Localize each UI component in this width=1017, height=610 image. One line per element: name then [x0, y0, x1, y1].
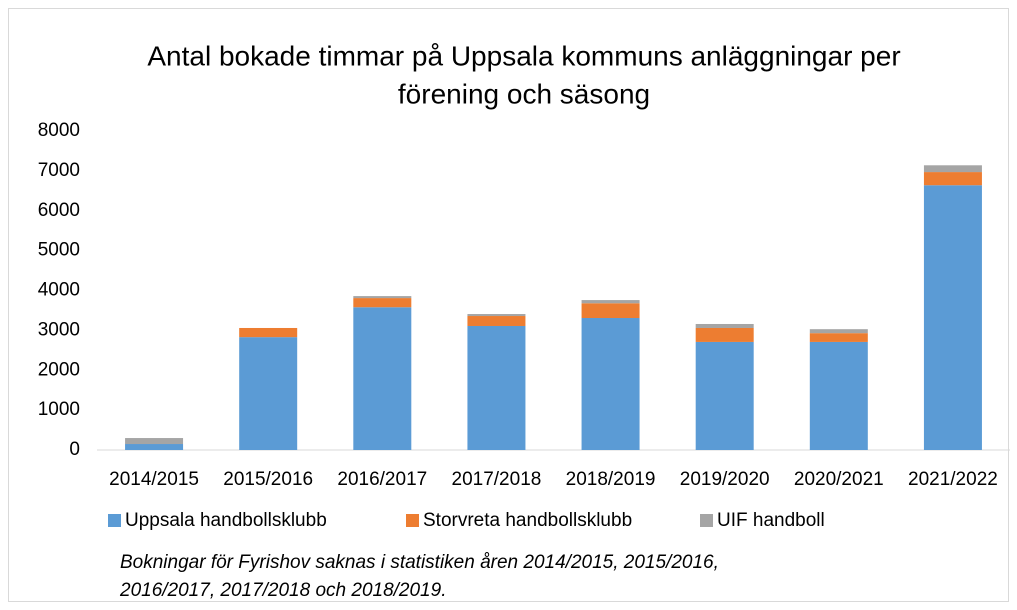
bar-segment [239, 327, 298, 338]
y-tick-label: 7000 [38, 160, 80, 181]
y-tick-label: 2000 [38, 359, 80, 380]
chart-title: Antal bokade timmar på Uppsala kommuns a… [147, 40, 900, 71]
legend-swatch [700, 514, 713, 527]
legend-label: UIF handboll [717, 510, 825, 531]
bar-segment [467, 325, 526, 450]
bar-segment [467, 316, 526, 326]
x-tick-label: 2016/2017 [337, 469, 427, 490]
bar-segment [695, 327, 754, 342]
bar-segment [809, 341, 868, 450]
bar-segment [923, 172, 982, 186]
bar-segment [809, 329, 868, 334]
y-tick-label: 4000 [38, 280, 80, 301]
bar-segment [923, 165, 982, 173]
x-tick-label: 2021/2022 [908, 469, 998, 490]
x-tick-label: 2014/2015 [109, 469, 199, 490]
x-tick-label: 2018/2019 [566, 469, 656, 490]
bar-segment [467, 314, 526, 317]
x-tick-label: 2017/2018 [452, 469, 542, 490]
y-tick-label: 1000 [38, 399, 80, 420]
note: Bokningar för Fyrishov saknas i statisti… [120, 552, 719, 573]
bar-segment [695, 323, 754, 328]
bar-segment [581, 303, 640, 319]
chart-title: förening och säsong [398, 78, 650, 109]
bar-segment [581, 300, 640, 304]
bar-segment [353, 298, 412, 308]
bar-segment [695, 341, 754, 450]
legend-swatch [108, 514, 121, 527]
legend-label: Storvreta handbollsklubb [423, 510, 632, 531]
x-tick-label: 2020/2021 [794, 469, 884, 490]
chart-border [8, 8, 1009, 602]
legend-swatch [406, 514, 419, 527]
bar-segment [353, 296, 412, 299]
bar-segment [125, 438, 184, 445]
legend-label: Uppsala handbollsklubb [125, 510, 327, 531]
bar-segment [239, 337, 298, 450]
bar-segment [809, 333, 868, 342]
bar-segment [581, 318, 640, 450]
y-tick-label: 0 [69, 439, 80, 460]
y-tick-label: 6000 [38, 200, 80, 221]
bar-segment [125, 444, 184, 450]
x-tick-label: 2019/2020 [680, 469, 770, 490]
x-tick-label: 2015/2016 [223, 469, 313, 490]
y-tick-label: 8000 [38, 120, 80, 141]
note: 2016/2017, 2017/2018 och 2018/2019. [119, 580, 446, 601]
y-tick-label: 5000 [38, 240, 80, 261]
y-tick-label: 3000 [38, 319, 80, 340]
bar-segment [923, 185, 982, 451]
bar-segment [353, 307, 412, 450]
